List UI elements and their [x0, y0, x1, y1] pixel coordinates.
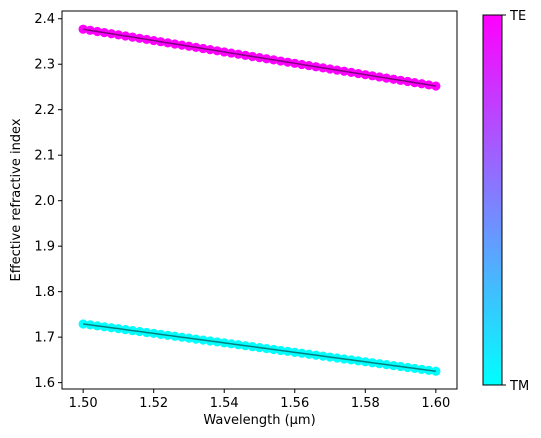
y-tick-label-6: 2.2 — [34, 103, 55, 118]
y-tick-label-7: 2.3 — [34, 58, 55, 73]
y-tick-label-2: 1.8 — [34, 285, 55, 300]
colorbar: TE TM — [482, 9, 529, 394]
colorbar-label-high: TE — [509, 9, 526, 24]
x-tick-label-3: 1.56 — [280, 396, 309, 411]
plot-area — [78, 24, 441, 376]
series-line-tm — [83, 323, 436, 373]
y-tick-label-1: 1.7 — [34, 331, 55, 346]
x-tick-label-2: 1.54 — [210, 396, 239, 411]
x-axis-label: Wavelength (μm) — [203, 413, 315, 428]
y-axis-label: Effective refractive index — [9, 118, 24, 281]
colorbar-gradient — [482, 14, 503, 386]
y-tick-label-5: 2.1 — [34, 149, 55, 164]
axes: 1.50 1.52 1.54 1.56 1.58 1.60 1.6 1.7 1.8 1.9 2.0 2… — [34, 10, 458, 411]
x-tick-label-0: 1.50 — [69, 396, 98, 411]
colorbar-label-low: TM — [509, 379, 529, 394]
series-line-te — [83, 28, 436, 87]
y-tick-label-8: 2.4 — [34, 12, 55, 27]
y-tick-label-3: 1.9 — [34, 240, 55, 255]
y-tick-label-4: 2.0 — [34, 194, 55, 209]
x-tick-label-1: 1.52 — [139, 396, 168, 411]
y-tick-label-0: 1.6 — [34, 376, 55, 391]
axes-frame — [61, 10, 458, 390]
x-tick-label-4: 1.58 — [351, 396, 380, 411]
x-tick-label-5: 1.60 — [421, 396, 450, 411]
